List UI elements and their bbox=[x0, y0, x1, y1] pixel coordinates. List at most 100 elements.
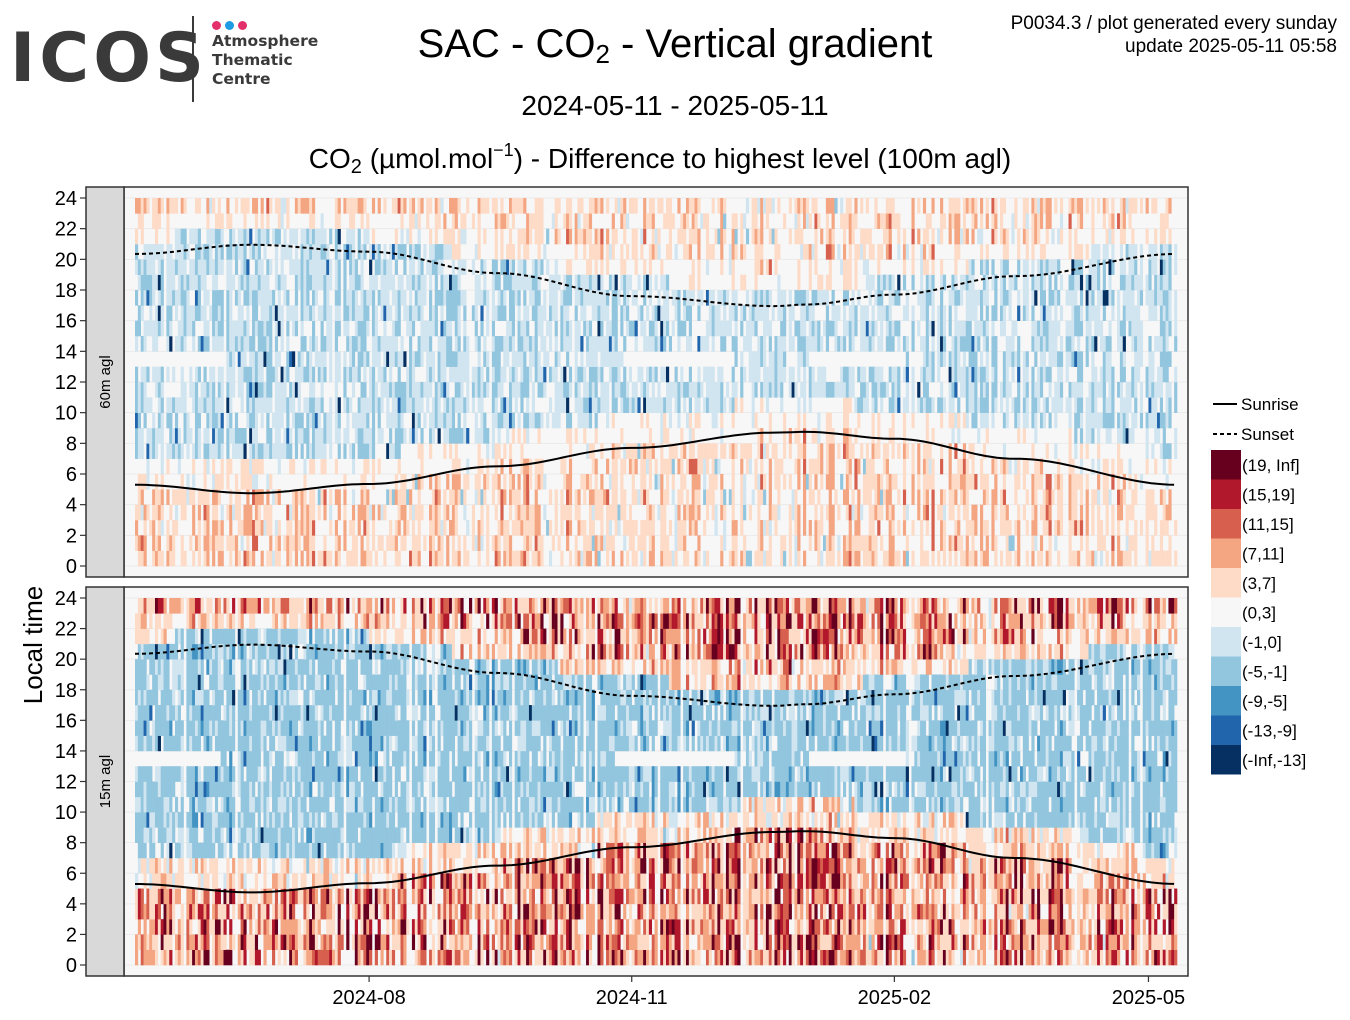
heatmap-cell bbox=[1088, 397, 1092, 413]
heatmap-cell bbox=[705, 259, 710, 275]
heatmap-cell bbox=[283, 397, 287, 413]
heatmap-cell bbox=[457, 489, 461, 505]
heatmap-cell bbox=[588, 535, 593, 551]
heatmap-cell bbox=[811, 305, 815, 321]
heatmap-cell bbox=[451, 305, 456, 321]
heatmap-cell bbox=[426, 198, 430, 214]
heatmap-cell bbox=[765, 290, 770, 306]
heatmap-cell bbox=[977, 366, 981, 383]
heatmap-cell bbox=[1017, 382, 1021, 398]
heatmap-cell bbox=[374, 550, 378, 567]
heatmap-cell bbox=[240, 274, 244, 291]
heatmap-cell bbox=[1128, 305, 1132, 321]
heatmap-cell bbox=[286, 443, 290, 459]
heatmap-cell bbox=[960, 274, 964, 291]
heatmap-cell bbox=[431, 489, 436, 505]
heatmap-cell bbox=[1017, 351, 1021, 367]
heatmap-cell bbox=[1145, 290, 1149, 306]
heatmap-cell bbox=[871, 428, 875, 444]
heatmap-cell bbox=[274, 198, 279, 214]
heatmap-cell bbox=[429, 351, 433, 367]
heatmap-cell bbox=[140, 428, 144, 444]
heatmap-cell bbox=[394, 259, 398, 275]
heatmap-cell bbox=[249, 382, 253, 398]
heatmap-cell bbox=[803, 244, 807, 260]
heatmap-cell bbox=[423, 336, 427, 352]
heatmap-cell bbox=[797, 520, 801, 536]
heatmap-cell bbox=[437, 366, 441, 383]
heatmap-cell bbox=[1008, 535, 1012, 551]
heatmap-cell bbox=[768, 412, 772, 429]
heatmap-cell bbox=[454, 489, 458, 505]
heatmap-cell bbox=[203, 474, 207, 490]
heatmap-cell bbox=[303, 366, 307, 383]
heatmap-cell bbox=[588, 336, 593, 352]
heatmap-cell bbox=[320, 274, 324, 291]
heatmap-cell bbox=[931, 366, 935, 383]
heatmap-cell bbox=[577, 504, 581, 521]
heatmap-cell bbox=[140, 274, 144, 291]
heatmap-cell bbox=[172, 489, 176, 505]
heatmap-cell bbox=[194, 428, 199, 444]
heatmap-cell bbox=[865, 259, 869, 275]
heatmap-cell bbox=[854, 397, 858, 413]
heatmap-cell bbox=[954, 244, 958, 260]
heatmap-cell bbox=[917, 504, 921, 521]
heatmap-cell bbox=[206, 412, 210, 429]
heatmap-cell bbox=[1002, 244, 1007, 260]
heatmap-cell bbox=[209, 397, 213, 413]
heatmap-cell bbox=[477, 336, 481, 352]
heatmap-cell bbox=[626, 244, 630, 260]
heatmap-cell bbox=[783, 428, 787, 444]
heatmap-cell bbox=[1125, 305, 1129, 321]
heatmap-cell bbox=[1008, 382, 1012, 398]
heatmap-cell bbox=[902, 397, 907, 413]
heatmap-cell bbox=[206, 489, 210, 505]
heatmap-cell bbox=[891, 290, 895, 306]
heatmap-cell bbox=[623, 305, 627, 321]
heatmap-cell bbox=[277, 198, 281, 214]
heatmap-cell bbox=[409, 320, 413, 337]
heatmap-cell bbox=[880, 320, 884, 337]
heatmap-cell bbox=[643, 535, 647, 551]
heatmap-cell bbox=[517, 428, 521, 444]
heatmap-cell bbox=[226, 504, 230, 521]
heatmap-cell bbox=[800, 382, 804, 398]
heatmap-cell bbox=[249, 274, 253, 291]
heatmap-cell bbox=[723, 520, 727, 536]
heatmap-cell bbox=[312, 428, 316, 444]
heatmap-cell bbox=[862, 228, 867, 245]
heatmap-cell bbox=[212, 274, 216, 291]
heatmap-cell bbox=[517, 351, 521, 367]
heatmap-cell bbox=[1099, 382, 1104, 398]
heatmap-cell bbox=[831, 428, 835, 444]
heatmap-cell bbox=[354, 198, 358, 214]
heatmap-cell bbox=[685, 412, 690, 429]
heatmap-cell bbox=[734, 336, 738, 352]
heatmap-cell bbox=[480, 305, 484, 321]
heatmap-cell bbox=[1119, 228, 1124, 245]
heatmap-cell bbox=[149, 274, 153, 291]
heatmap-cell bbox=[1119, 412, 1124, 429]
heatmap-cell bbox=[135, 428, 139, 444]
heatmap-cell bbox=[646, 382, 650, 398]
heatmap-cell bbox=[634, 489, 638, 505]
heatmap-cell bbox=[982, 550, 987, 567]
heatmap-cell bbox=[237, 489, 241, 505]
heatmap-cell bbox=[957, 198, 961, 214]
heatmap-cell bbox=[157, 489, 161, 505]
heatmap-cell bbox=[1008, 550, 1012, 567]
heatmap-cell bbox=[503, 336, 507, 352]
heatmap-cell bbox=[249, 458, 253, 475]
heatmap-cell bbox=[743, 535, 747, 551]
heatmap-cell bbox=[828, 520, 832, 536]
heatmap-cell bbox=[206, 198, 210, 214]
heatmap-cell bbox=[377, 259, 381, 275]
heatmap-cell bbox=[206, 336, 210, 352]
heatmap-cell bbox=[888, 474, 892, 490]
heatmap-cell bbox=[417, 244, 421, 260]
heatmap-cell bbox=[1079, 428, 1084, 444]
heatmap-cell bbox=[651, 320, 655, 337]
heatmap-cell bbox=[814, 244, 818, 260]
heatmap-cell bbox=[991, 458, 995, 475]
